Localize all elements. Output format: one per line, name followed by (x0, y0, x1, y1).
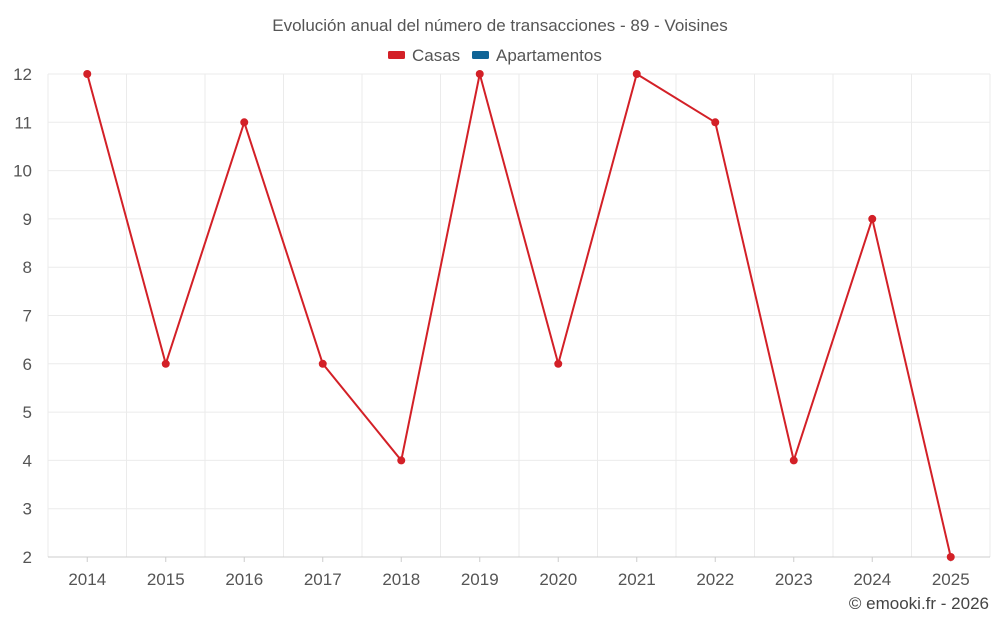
data-point-casas[interactable] (711, 118, 720, 127)
data-point-casas[interactable] (946, 553, 955, 561)
y-tick-label: 11 (14, 113, 32, 132)
grid (47, 73, 991, 558)
legend-item-apartamentos[interactable]: Apartamentos (472, 46, 602, 65)
legend: Casas Apartamentos (388, 46, 602, 65)
data-point-casas[interactable] (397, 456, 406, 465)
y-tick-label: 6 (23, 355, 32, 374)
x-tick-label: 2021 (618, 570, 656, 589)
data-point-casas[interactable] (240, 118, 249, 127)
x-tick-label: 2020 (539, 570, 577, 589)
x-tick-label: 2024 (853, 570, 891, 589)
y-tick-label: 7 (23, 307, 32, 326)
x-tick-label: 2025 (932, 570, 970, 589)
x-tick-label: 2023 (775, 570, 813, 589)
y-tick-label: 12 (13, 65, 32, 84)
legend-swatch-apartamentos (472, 51, 489, 59)
chart-title: Evolución anual del número de transaccio… (272, 16, 728, 35)
series-layer (83, 70, 955, 561)
x-tick-label: 2018 (382, 570, 420, 589)
legend-label-apartamentos: Apartamentos (496, 46, 602, 65)
x-tick-label: 2017 (304, 570, 342, 589)
series-line-casas (86, 73, 952, 558)
y-tick-label: 10 (13, 162, 32, 181)
data-point-casas[interactable] (161, 359, 170, 368)
y-tick-label: 9 (23, 210, 32, 229)
legend-swatch-casas (388, 51, 405, 59)
y-tick-label: 8 (23, 258, 32, 277)
x-axis: 2014 2015 2016 2017 2018 2019 2020 2021 2022 2023… (48, 556, 990, 589)
legend-label-casas: Casas (412, 46, 460, 65)
chart-credit: © emooki.fr - 2026 (849, 594, 989, 613)
data-point-casas[interactable] (789, 456, 798, 465)
y-tick-label: 4 (23, 451, 32, 470)
y-tick-label: 2 (23, 548, 32, 567)
legend-item-casas[interactable]: Casas (388, 46, 460, 65)
x-tick-label: 2022 (696, 570, 734, 589)
x-tick-label: 2015 (147, 570, 185, 589)
x-tick-label: 2016 (225, 570, 263, 589)
y-tick-label: 5 (23, 403, 32, 422)
data-point-casas[interactable] (318, 359, 327, 368)
x-tick-label: 2014 (68, 570, 106, 589)
data-point-casas[interactable] (632, 70, 641, 78)
x-tick-label: 2019 (461, 570, 499, 589)
data-point-casas[interactable] (868, 214, 877, 223)
data-point-casas[interactable] (554, 359, 563, 368)
data-point-casas[interactable] (475, 70, 484, 78)
data-point-casas[interactable] (83, 70, 92, 78)
y-axis: 2 3 4 5 6 7 8 9 10 11 12 (13, 65, 32, 567)
y-tick-label: 3 (23, 500, 32, 519)
